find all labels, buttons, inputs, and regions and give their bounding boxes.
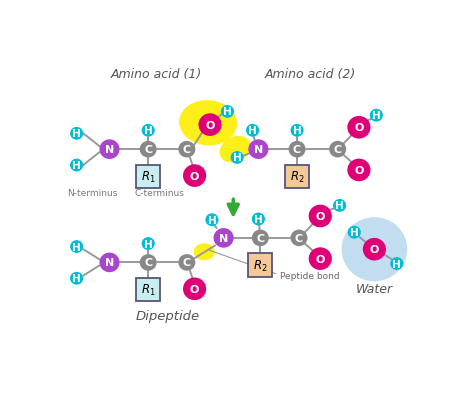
Circle shape <box>291 125 304 138</box>
Circle shape <box>329 142 346 158</box>
Text: H: H <box>223 107 232 117</box>
Ellipse shape <box>219 136 251 163</box>
Circle shape <box>142 237 155 250</box>
FancyArrowPatch shape <box>228 200 238 215</box>
Text: O: O <box>354 123 364 133</box>
Text: Amino acid (1): Amino acid (1) <box>110 68 201 81</box>
Circle shape <box>205 214 219 227</box>
Text: C: C <box>293 145 301 155</box>
FancyBboxPatch shape <box>136 165 160 188</box>
Text: C: C <box>144 145 152 155</box>
Text: H: H <box>350 228 359 238</box>
Text: H: H <box>72 129 81 139</box>
Circle shape <box>252 230 269 247</box>
Text: H: H <box>72 242 81 252</box>
Text: C: C <box>334 145 342 155</box>
Text: C: C <box>144 258 152 268</box>
Circle shape <box>140 142 157 158</box>
Circle shape <box>333 199 346 212</box>
Circle shape <box>347 159 371 182</box>
Circle shape <box>142 125 155 138</box>
Text: O: O <box>316 254 325 264</box>
Circle shape <box>248 140 268 160</box>
Circle shape <box>230 152 244 164</box>
Text: H: H <box>392 259 401 269</box>
FancyBboxPatch shape <box>248 254 272 277</box>
Text: $R_2$: $R_2$ <box>253 258 268 273</box>
Circle shape <box>70 272 83 285</box>
Circle shape <box>252 213 265 226</box>
Circle shape <box>178 142 195 158</box>
Text: N: N <box>254 145 263 155</box>
Text: C-terminus: C-terminus <box>135 188 185 198</box>
Text: H: H <box>208 215 216 225</box>
Text: O: O <box>205 120 215 130</box>
Circle shape <box>178 255 195 271</box>
Text: H: H <box>144 239 153 249</box>
Text: H: H <box>72 161 81 170</box>
Text: H: H <box>248 126 257 136</box>
Text: H: H <box>72 273 81 284</box>
Text: C: C <box>183 258 191 268</box>
Ellipse shape <box>193 244 215 261</box>
Circle shape <box>70 241 83 253</box>
Text: H: H <box>372 111 381 121</box>
Text: H: H <box>292 126 301 136</box>
Circle shape <box>309 248 332 270</box>
Text: Dipeptide: Dipeptide <box>136 309 200 322</box>
Circle shape <box>370 109 383 122</box>
Circle shape <box>309 205 332 228</box>
FancyBboxPatch shape <box>136 278 160 302</box>
Circle shape <box>199 114 222 137</box>
Circle shape <box>100 253 119 273</box>
Ellipse shape <box>179 101 237 146</box>
Text: O: O <box>316 211 325 221</box>
Circle shape <box>100 140 119 160</box>
Text: O: O <box>190 284 199 294</box>
Circle shape <box>347 117 371 139</box>
Text: H: H <box>254 215 263 225</box>
Text: C: C <box>256 233 264 243</box>
Circle shape <box>390 257 403 270</box>
Text: Water: Water <box>356 283 393 296</box>
Text: N-terminus: N-terminus <box>67 188 117 198</box>
Text: O: O <box>370 245 379 255</box>
Text: N: N <box>105 258 114 268</box>
Circle shape <box>246 125 259 138</box>
Circle shape <box>342 218 407 282</box>
Circle shape <box>70 159 83 172</box>
Text: Amino acid (2): Amino acid (2) <box>265 68 356 81</box>
Circle shape <box>221 106 234 119</box>
Text: $R_1$: $R_1$ <box>141 282 155 298</box>
Text: H: H <box>335 201 344 211</box>
Circle shape <box>183 165 206 187</box>
Text: Peptide bond: Peptide bond <box>280 271 339 280</box>
FancyBboxPatch shape <box>285 165 309 188</box>
Circle shape <box>213 229 234 248</box>
Text: H: H <box>144 126 153 136</box>
Circle shape <box>291 230 308 247</box>
Circle shape <box>70 128 83 140</box>
Circle shape <box>348 226 361 239</box>
Text: O: O <box>190 171 199 181</box>
Text: N: N <box>219 233 228 243</box>
Text: H: H <box>233 153 241 163</box>
Text: C: C <box>183 145 191 155</box>
Circle shape <box>140 255 157 271</box>
Text: $R_1$: $R_1$ <box>141 169 155 184</box>
Text: $R_2$: $R_2$ <box>290 169 304 184</box>
Text: N: N <box>105 145 114 155</box>
Circle shape <box>183 278 206 300</box>
Text: O: O <box>354 166 364 176</box>
Circle shape <box>289 142 306 158</box>
Text: C: C <box>295 233 303 243</box>
Circle shape <box>363 238 386 261</box>
